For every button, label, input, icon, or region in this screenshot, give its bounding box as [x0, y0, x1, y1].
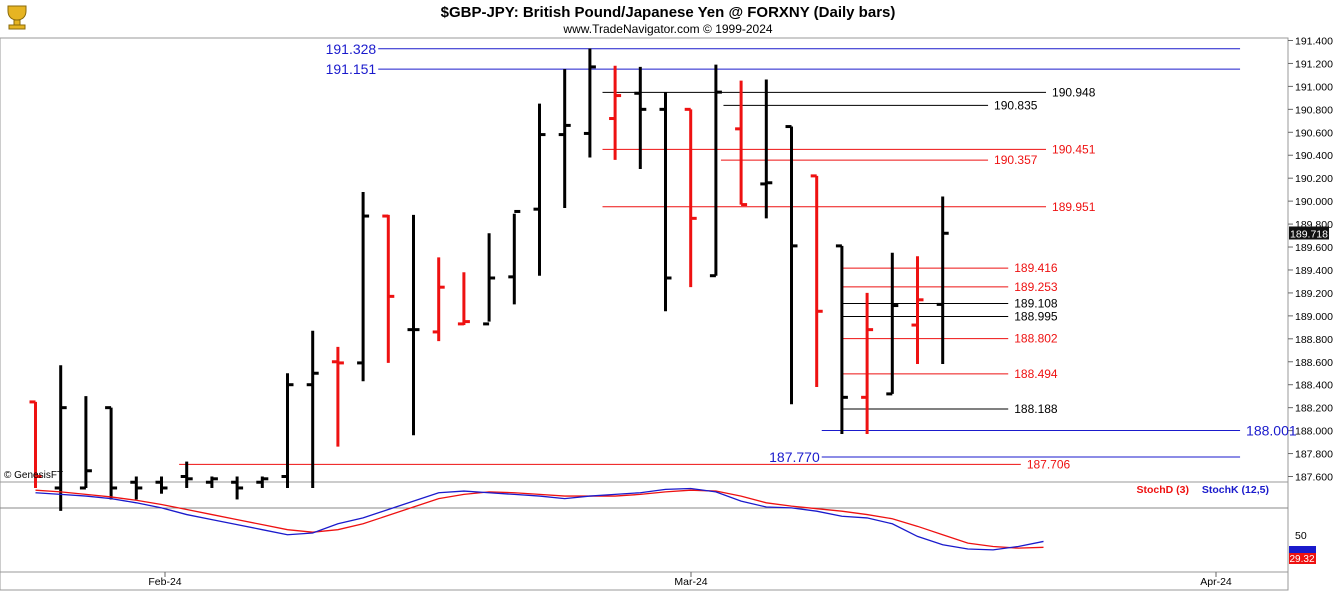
date-label-mar: Mar-24	[674, 576, 707, 588]
level-label: 190.451	[1052, 142, 1096, 156]
date-label-apr: Apr-24	[1200, 576, 1232, 588]
price-tick-label: 188.400	[1295, 380, 1333, 392]
chart-subtitle: www.TradeNavigator.com © 1999-2024	[562, 22, 772, 36]
price-tick-label: 191.000	[1295, 81, 1333, 93]
price-tick-label: 187.600	[1295, 472, 1333, 484]
watermark: © GenesisFT	[4, 470, 63, 481]
price-axis-ticks: 191.400 191.200 191.000 190.800 190.600 190.4…	[1288, 36, 1333, 484]
stochastic-panel	[35, 487, 1044, 551]
price-tick-label: 191.200	[1295, 58, 1333, 70]
level-label: 190.835	[994, 98, 1038, 112]
stoch-legend-d: StochD (3)	[1137, 484, 1190, 496]
level-label: 191.328	[326, 41, 377, 57]
price-tick-label: 190.000	[1295, 196, 1333, 208]
stoch-readout-bottom: 29.32	[1289, 554, 1314, 565]
level-label: 187.706	[1027, 457, 1071, 471]
date-axis: Feb-24 Mar-24 Apr-24	[148, 572, 1232, 588]
level-label: 188.494	[1014, 367, 1058, 381]
level-label: 188.802	[1014, 332, 1058, 346]
price-tick-label: 190.600	[1295, 127, 1333, 139]
level-label: 189.951	[1052, 200, 1096, 214]
price-tick-label: 189.400	[1295, 265, 1333, 277]
date-label-feb: Feb-24	[148, 576, 181, 588]
level-label: 188.001	[1246, 422, 1297, 438]
level-label: 189.253	[1014, 280, 1058, 294]
price-tick-label: 189.200	[1295, 288, 1333, 300]
price-tick-label: 188.600	[1295, 357, 1333, 369]
stoch-axis-tick-50: 50	[1295, 530, 1307, 542]
price-tick-label: 188.800	[1295, 334, 1333, 346]
stoch-readout-bottom-box	[1289, 553, 1316, 564]
price-tick-label: 189.000	[1295, 311, 1333, 323]
last-price-label: 189.718	[1290, 228, 1328, 240]
level-lines: 191.328 191.151 190.948 190.835 190.451 190.3…	[179, 41, 1297, 471]
price-tick-label: 190.800	[1295, 104, 1333, 116]
price-tick-label: 189.600	[1295, 242, 1333, 254]
chart-title: $GBP-JPY: British Pound/Japanese Yen @ F…	[441, 4, 896, 21]
level-label: 190.357	[994, 153, 1038, 167]
level-label: 191.151	[326, 61, 377, 77]
stoch-d-line	[35, 489, 1044, 549]
level-label: 188.995	[1014, 309, 1058, 323]
price-bars	[29, 48, 949, 511]
price-tick-label: 188.200	[1295, 403, 1333, 415]
level-label: 189.108	[1014, 296, 1058, 310]
genesis-trophy-icon	[7, 5, 27, 30]
last-price-box	[1289, 226, 1329, 240]
price-tick-label: 190.200	[1295, 173, 1333, 185]
stoch-legend-k: StochK (12,5)	[1202, 484, 1269, 496]
price-tick-label: 190.400	[1295, 150, 1333, 162]
level-label: 188.188	[1014, 402, 1058, 416]
level-label: 189.416	[1014, 261, 1058, 275]
price-tick-label: 188.000	[1295, 426, 1333, 438]
price-tick-label: 187.800	[1295, 449, 1333, 461]
stoch-readout-top-box	[1289, 546, 1316, 554]
level-label: 187.770	[769, 449, 820, 465]
date-axis-frame	[0, 571, 1289, 591]
level-label: 190.948	[1052, 85, 1096, 99]
price-tick-label: 191.400	[1295, 36, 1333, 48]
stoch-k-line	[35, 487, 1044, 551]
